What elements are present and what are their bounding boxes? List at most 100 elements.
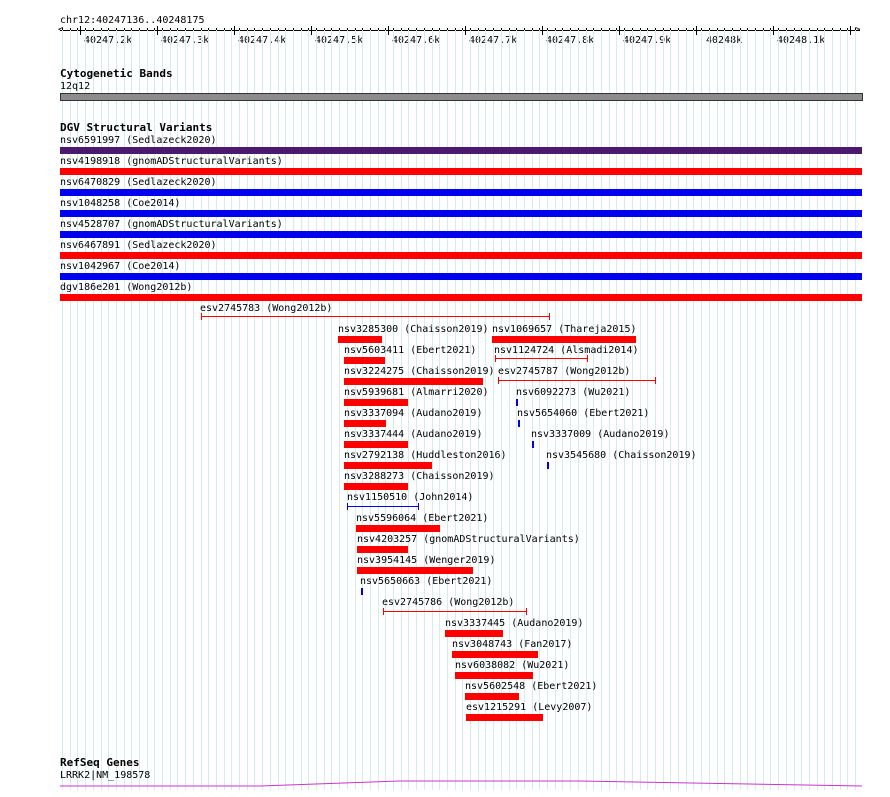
ruler-tick xyxy=(124,28,125,31)
variant-bar[interactable] xyxy=(60,231,862,238)
grid-line xyxy=(285,30,286,790)
grid-line xyxy=(763,30,764,790)
grid-line xyxy=(717,30,718,790)
grid-line xyxy=(485,30,486,790)
ruler-major-tick xyxy=(311,26,312,35)
variant-label: esv2745786 (Wong2012b) xyxy=(382,597,515,608)
variant-bar[interactable] xyxy=(455,672,533,679)
variant-bar[interactable] xyxy=(518,420,520,427)
grid-line xyxy=(439,30,440,790)
ruler-tick xyxy=(693,28,694,31)
ruler-tick xyxy=(355,28,356,31)
ruler-tick xyxy=(447,28,448,31)
variant-line[interactable] xyxy=(201,313,550,320)
variant-bar[interactable] xyxy=(344,462,432,469)
variant-line-cap xyxy=(201,313,202,320)
variant-line[interactable] xyxy=(498,377,656,384)
ruler-tick xyxy=(778,28,779,31)
ruler-tick xyxy=(208,28,209,31)
variant-bar[interactable] xyxy=(344,378,483,385)
ruler-tick xyxy=(108,28,109,31)
ruler-tick xyxy=(324,28,325,31)
grid-line xyxy=(478,30,479,790)
variant-bar[interactable] xyxy=(492,336,636,343)
variant-bar[interactable] xyxy=(532,441,534,448)
variant-line[interactable] xyxy=(347,503,419,510)
variant-bar[interactable] xyxy=(60,273,862,280)
grid-line xyxy=(847,30,848,790)
grid-line xyxy=(655,30,656,790)
grid-line xyxy=(570,30,571,790)
track-title: RefSeq Genes xyxy=(60,756,140,769)
ruler-tick xyxy=(832,28,833,31)
ruler-tick xyxy=(239,28,240,31)
variant-label: esv2745787 (Wong2012b) xyxy=(498,366,631,377)
variant-bar[interactable] xyxy=(357,567,473,574)
variant-bar[interactable] xyxy=(344,357,385,364)
grid-line xyxy=(401,30,402,790)
variant-bar[interactable] xyxy=(547,462,549,469)
ruler-tick xyxy=(432,28,433,31)
variant-bar[interactable] xyxy=(60,294,862,301)
ruler-tick xyxy=(824,28,825,31)
ruler-major-tick xyxy=(80,26,81,35)
ruler-tick xyxy=(670,28,671,31)
ruler-tick xyxy=(524,28,525,31)
ruler-tick xyxy=(555,28,556,31)
grid-line xyxy=(778,30,779,790)
ruler-tick xyxy=(170,28,171,31)
variant-label: nsv1069657 (Thareja2015) xyxy=(492,324,637,335)
grid-line xyxy=(247,30,248,790)
grid-line xyxy=(493,30,494,790)
variant-bar[interactable] xyxy=(344,399,408,406)
variant-line[interactable] xyxy=(495,355,588,362)
grid-line xyxy=(362,30,363,790)
ruler-tick xyxy=(801,28,802,31)
variant-bar[interactable] xyxy=(344,483,408,490)
variant-bar[interactable] xyxy=(356,525,440,532)
variant-bar[interactable] xyxy=(357,546,408,553)
variant-bar[interactable] xyxy=(60,252,862,259)
ruler-tick xyxy=(193,28,194,31)
variant-bar[interactable] xyxy=(60,210,862,217)
variant-bar[interactable] xyxy=(60,189,862,196)
variant-bar[interactable] xyxy=(445,630,503,637)
variant-bar[interactable] xyxy=(344,441,408,448)
variant-bar[interactable] xyxy=(452,651,538,658)
grid-line xyxy=(77,30,78,790)
variant-bar[interactable] xyxy=(465,693,519,700)
variant-bar[interactable] xyxy=(344,420,386,427)
ruler-tick xyxy=(462,28,463,31)
ruler-major-tick xyxy=(388,26,389,35)
grid-line xyxy=(101,30,102,790)
variant-bar[interactable] xyxy=(60,168,862,175)
gene-model[interactable] xyxy=(60,779,862,789)
ruler-tick xyxy=(416,28,417,31)
grid-line xyxy=(108,30,109,790)
grid-line xyxy=(201,30,202,790)
variant-label: nsv3048743 (Fan2017) xyxy=(452,639,573,650)
variant-bar[interactable] xyxy=(466,714,543,721)
variant-label: nsv3224275 (Chaisson2019) xyxy=(344,366,495,377)
ruler-tick xyxy=(586,28,587,31)
ruler-tick xyxy=(231,28,232,31)
ruler-tick xyxy=(62,28,63,31)
ruler-tick xyxy=(509,28,510,31)
variant-bar[interactable] xyxy=(361,588,363,595)
variant-bar[interactable] xyxy=(338,336,382,343)
grid-line xyxy=(632,30,633,790)
ruler-tick xyxy=(809,28,810,31)
cytoband-bar[interactable] xyxy=(60,93,863,101)
ruler-major-tick xyxy=(850,26,851,35)
variant-bar[interactable] xyxy=(516,399,518,406)
grid-line xyxy=(547,30,548,790)
ruler-tick xyxy=(686,28,687,31)
variant-line[interactable] xyxy=(383,608,527,615)
ruler-tick xyxy=(262,28,263,31)
variant-line-cap xyxy=(587,355,588,362)
grid-line xyxy=(817,30,818,790)
ruler-tick xyxy=(501,28,502,31)
variant-label: nsv6591997 (Sedlazeck2020) xyxy=(60,135,217,146)
variant-bar[interactable] xyxy=(60,147,862,154)
grid-line xyxy=(408,30,409,790)
